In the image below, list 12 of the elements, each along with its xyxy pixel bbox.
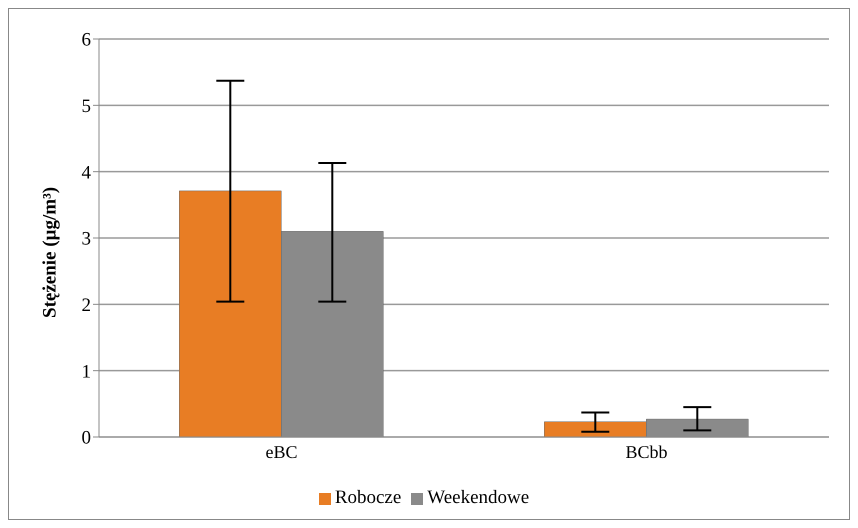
- legend-label: Robocze: [334, 487, 402, 508]
- y-tick-label: 4: [82, 162, 92, 184]
- y-tick-label: 5: [82, 96, 91, 118]
- legend-label: Weekendowe: [427, 487, 530, 508]
- x-tick-label: eBC: [265, 442, 298, 462]
- y-tick-label: 6: [82, 30, 91, 51]
- y-tick-label: 3: [82, 228, 91, 250]
- y-tick-label: 0: [82, 428, 91, 449]
- y-axis-title: Stężenie (µg/m³): [40, 186, 61, 318]
- y-tick-label: 2: [82, 295, 91, 316]
- y-tick-label: 1: [82, 361, 91, 382]
- x-tick-label: BCbb: [625, 442, 668, 462]
